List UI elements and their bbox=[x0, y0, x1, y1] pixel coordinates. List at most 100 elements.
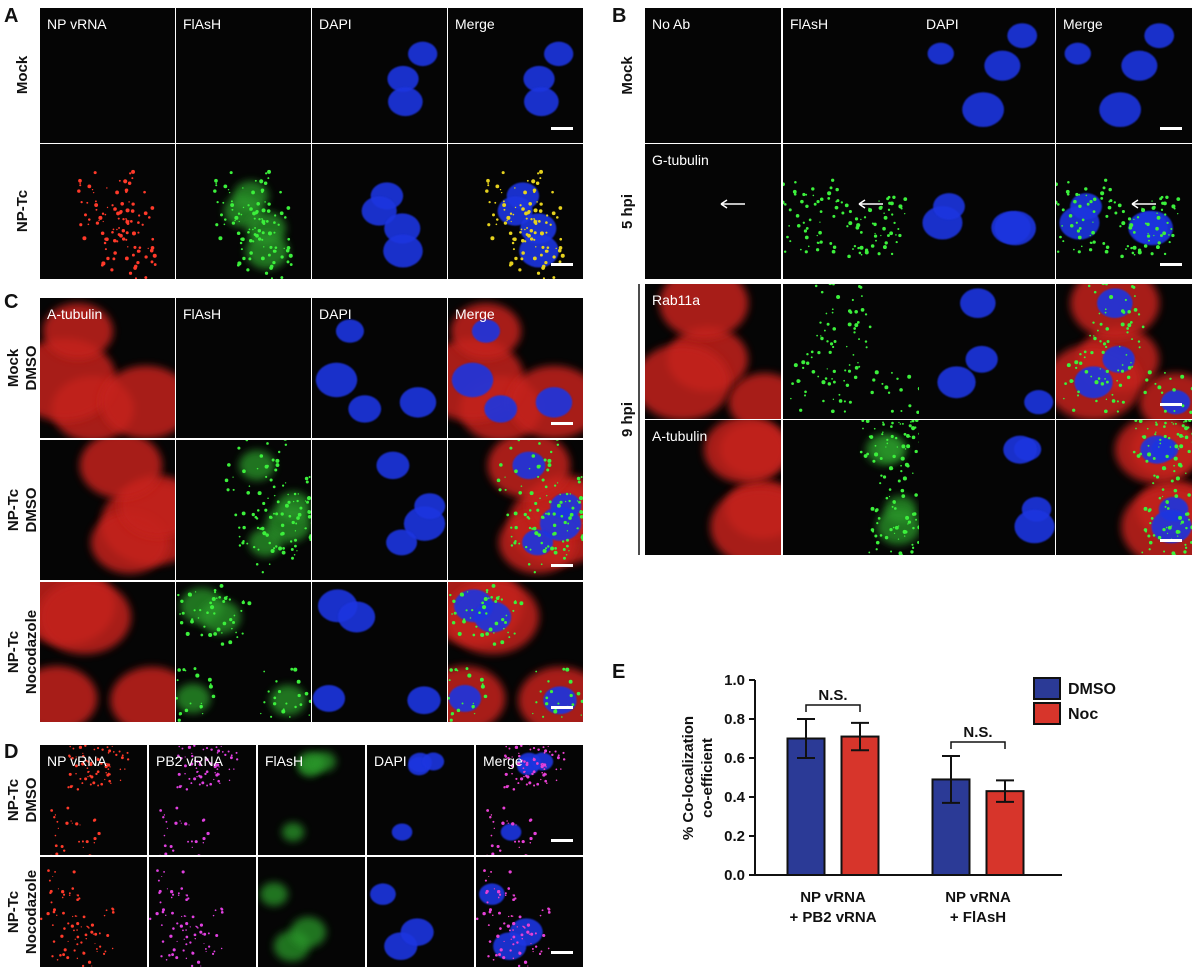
green-punctum bbox=[229, 171, 233, 175]
magenta-punctum bbox=[497, 890, 501, 894]
red-punctum bbox=[60, 934, 64, 938]
red-punctum bbox=[62, 953, 66, 957]
magenta-punctum bbox=[182, 929, 184, 932]
green-punctum bbox=[294, 544, 297, 548]
arrow bbox=[720, 199, 745, 209]
panel-letter: B bbox=[612, 5, 626, 27]
green-punctum bbox=[1090, 351, 1094, 355]
green-punctum bbox=[228, 640, 233, 645]
green-punctum bbox=[185, 631, 190, 636]
image-background bbox=[783, 8, 919, 143]
green-punctum bbox=[568, 499, 571, 503]
magenta-punctum bbox=[504, 772, 508, 776]
yellow-punctum bbox=[520, 228, 523, 231]
green-diffuse bbox=[239, 450, 275, 481]
yellow-punctum bbox=[539, 169, 543, 174]
magenta-punctum bbox=[227, 750, 230, 753]
green-punctum bbox=[1179, 444, 1184, 449]
green-punctum bbox=[267, 177, 270, 180]
green-punctum bbox=[1157, 241, 1161, 245]
green-punctum bbox=[286, 246, 291, 250]
y-tick-label: 0.2 bbox=[724, 828, 745, 845]
magenta-punctum bbox=[175, 956, 179, 960]
green-punctum bbox=[783, 182, 785, 187]
green-punctum bbox=[817, 375, 820, 378]
magenta-punctum bbox=[515, 777, 518, 780]
magenta-punctum bbox=[490, 834, 493, 837]
magenta-punctum bbox=[547, 910, 551, 914]
magenta-punctum bbox=[490, 871, 492, 873]
green-punctum bbox=[1130, 246, 1133, 250]
red-punctum bbox=[127, 181, 132, 186]
yellow-punctum bbox=[558, 260, 562, 264]
green-punctum bbox=[490, 595, 493, 599]
red-punctum bbox=[137, 249, 141, 253]
green-punctum bbox=[1137, 250, 1142, 255]
red-punctum bbox=[75, 773, 77, 775]
green-punctum bbox=[1176, 432, 1180, 436]
row-label: NP-Tc bbox=[14, 190, 31, 232]
magenta-punctum bbox=[214, 771, 216, 774]
green-punctum bbox=[866, 452, 869, 456]
magenta-punctum bbox=[522, 926, 525, 928]
red-punctum bbox=[101, 261, 106, 266]
cytoplasm bbox=[42, 303, 114, 360]
magenta-punctum bbox=[540, 778, 542, 781]
green-diffuse bbox=[245, 232, 289, 270]
green-punctum bbox=[1165, 454, 1169, 459]
magenta-punctum bbox=[503, 940, 505, 943]
yellow-punctum bbox=[512, 213, 515, 216]
magenta-punctum bbox=[190, 840, 193, 843]
red-punctum bbox=[71, 756, 74, 760]
magenta-punctum bbox=[511, 756, 513, 758]
micrograph bbox=[367, 857, 474, 967]
magenta-punctum bbox=[486, 854, 488, 855]
nucleus bbox=[509, 918, 543, 946]
green-punctum bbox=[193, 609, 196, 612]
red-punctum bbox=[46, 911, 50, 916]
red-punctum bbox=[71, 822, 73, 824]
green-punctum bbox=[853, 245, 857, 248]
green-punctum bbox=[275, 680, 278, 683]
red-punctum bbox=[137, 221, 140, 224]
green-punctum bbox=[1160, 208, 1164, 211]
red-punctum bbox=[106, 256, 110, 261]
magenta-punctum bbox=[156, 869, 159, 872]
green-punctum bbox=[1134, 420, 1138, 422]
magenta-punctum bbox=[533, 831, 537, 836]
magenta-punctum bbox=[503, 786, 506, 789]
red-punctum bbox=[76, 922, 80, 926]
green-punctum bbox=[1166, 507, 1170, 510]
green-punctum bbox=[246, 268, 250, 272]
green-punctum bbox=[286, 206, 291, 210]
magenta-punctum bbox=[541, 771, 543, 774]
green-punctum bbox=[1132, 230, 1136, 234]
magenta-punctum bbox=[217, 779, 220, 783]
green-punctum bbox=[514, 525, 518, 530]
green-punctum bbox=[848, 209, 852, 214]
green-punctum bbox=[1152, 456, 1156, 460]
magenta-punctum bbox=[213, 763, 216, 766]
green-punctum bbox=[451, 613, 453, 615]
red-punctum bbox=[78, 840, 81, 843]
magenta-punctum bbox=[528, 819, 532, 822]
green-punctum bbox=[843, 379, 845, 382]
yellow-punctum bbox=[533, 208, 538, 213]
magenta-punctum bbox=[215, 746, 218, 749]
image-content bbox=[149, 869, 224, 967]
green-punctum bbox=[1169, 446, 1172, 448]
green-punctum bbox=[268, 563, 271, 566]
magenta-punctum bbox=[542, 934, 546, 938]
green-punctum bbox=[1081, 218, 1085, 222]
magenta-punctum bbox=[548, 751, 551, 753]
magenta-punctum bbox=[202, 745, 204, 746]
green-punctum bbox=[256, 526, 260, 530]
magenta-punctum bbox=[540, 763, 543, 766]
green-punctum bbox=[498, 488, 502, 492]
green-punctum bbox=[291, 556, 294, 560]
green-punctum bbox=[1061, 208, 1065, 212]
red-punctum bbox=[101, 212, 105, 215]
green-punctum bbox=[297, 693, 301, 698]
green-punctum bbox=[487, 597, 490, 599]
green-punctum bbox=[249, 239, 253, 243]
